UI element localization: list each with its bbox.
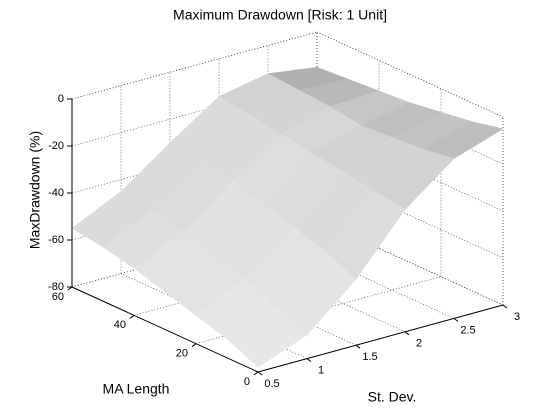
x-tick-label: 0.5 bbox=[264, 378, 279, 390]
x-tick bbox=[453, 317, 459, 322]
y-tick-label: 0 bbox=[244, 376, 250, 388]
z-tick-label: -80 bbox=[48, 281, 64, 293]
y-tick-label: 20 bbox=[176, 348, 188, 360]
surface bbox=[71, 66, 504, 368]
y-tick bbox=[191, 343, 197, 348]
grid-line bbox=[267, 233, 455, 319]
x-tick-label: 1.5 bbox=[362, 351, 377, 363]
grid-line bbox=[316, 219, 504, 306]
z-tick-label: 0 bbox=[58, 93, 64, 105]
z-axis-label: MaxDrawdown (%) bbox=[27, 131, 43, 249]
axes: 0 -20 -40 -60 -80 0.5 1 1.5 2 2.5 3 0 20 40 60 bbox=[48, 93, 520, 390]
z-tick-label: -40 bbox=[48, 187, 64, 199]
y-axis-line bbox=[71, 286, 259, 373]
x-tick bbox=[355, 344, 361, 349]
y-tick bbox=[129, 314, 135, 319]
x-tick-label: 1 bbox=[318, 365, 324, 377]
grid-line bbox=[71, 78, 318, 147]
y-tick bbox=[253, 371, 259, 376]
y-axis-label: MA Length bbox=[103, 381, 170, 397]
y-tick-label: 60 bbox=[52, 291, 64, 303]
x-tick bbox=[306, 358, 312, 363]
y-tick bbox=[67, 286, 73, 291]
x-tick-label: 2 bbox=[416, 338, 422, 350]
chart-title: Maximum Drawdown [Risk: 1 Unit] bbox=[173, 7, 387, 23]
x-tick-label: 3 bbox=[514, 311, 520, 323]
x-axis-label: St. Dev. bbox=[368, 389, 417, 405]
grid-line bbox=[71, 31, 318, 100]
y-tick-label: 40 bbox=[114, 319, 126, 331]
z-tick-label: -60 bbox=[48, 234, 64, 246]
z-tick-label: -20 bbox=[48, 140, 64, 152]
x-tick-label: 2.5 bbox=[460, 324, 475, 336]
x-axis-line bbox=[257, 304, 504, 373]
grid-line bbox=[316, 31, 504, 118]
x-tick bbox=[502, 304, 508, 309]
x-tick bbox=[257, 371, 263, 376]
grid-line bbox=[316, 172, 504, 259]
surface-patch bbox=[226, 306, 308, 368]
x-tick bbox=[404, 331, 410, 336]
